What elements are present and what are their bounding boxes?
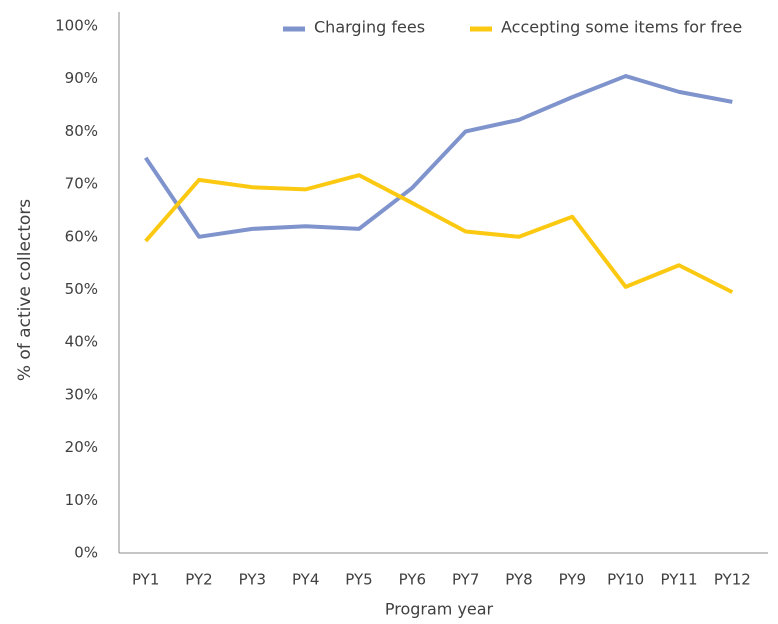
x-tick-label: PY4 (292, 571, 319, 589)
y-tick-label: 90% (65, 69, 98, 87)
x-tick-label: PY9 (559, 571, 586, 589)
y-tick-label: 60% (65, 227, 98, 245)
x-tick-label: PY6 (399, 571, 426, 589)
x-tick-label: PY2 (185, 571, 212, 589)
x-axis-label: Program year (385, 600, 494, 619)
legend-label: Accepting some items for free (501, 18, 742, 37)
y-tick-label: 100% (55, 17, 98, 35)
x-tick-label: PY7 (452, 571, 479, 589)
legend-label: Charging fees (314, 18, 425, 37)
y-tick-label: 20% (65, 438, 98, 456)
y-tick-label: 40% (65, 333, 98, 351)
x-tick-label: PY8 (505, 571, 532, 589)
x-tick-label: PY3 (239, 571, 266, 589)
y-tick-label: 30% (65, 385, 98, 403)
series-line (144, 74, 733, 239)
x-tick-label: PY10 (607, 571, 644, 589)
y-tick-label: 80% (65, 122, 98, 140)
x-tick-label: PY11 (661, 571, 698, 589)
x-tick-label: PY5 (345, 571, 372, 589)
y-tick-label: 0% (74, 544, 98, 562)
x-tick-label: PY1 (132, 571, 159, 589)
y-tick-label: 50% (65, 280, 98, 298)
y-tick-label: 10% (65, 491, 98, 509)
y-axis-label: % of active collectors (15, 199, 35, 381)
x-tick-label: PY12 (714, 571, 751, 589)
series-line (144, 173, 734, 294)
y-tick-label: 70% (65, 175, 98, 193)
